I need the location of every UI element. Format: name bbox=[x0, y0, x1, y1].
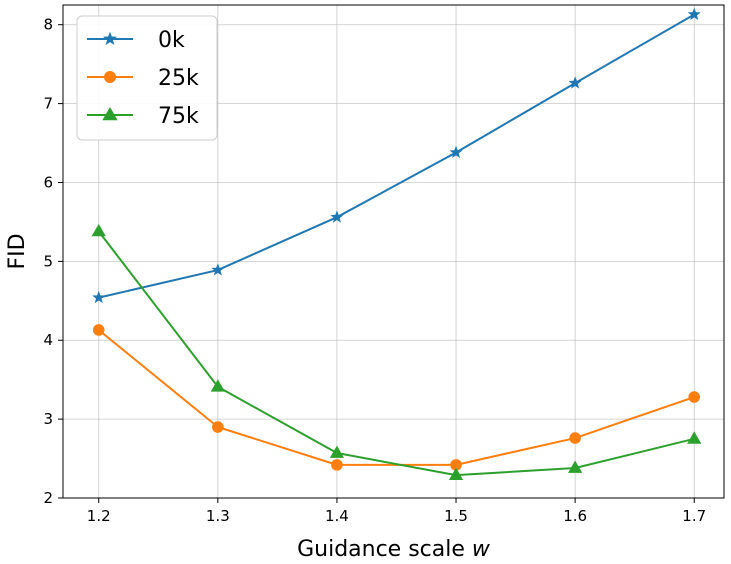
series-0k bbox=[92, 7, 701, 304]
data-point bbox=[91, 223, 106, 237]
series-75k bbox=[91, 223, 702, 480]
data-point bbox=[331, 459, 343, 471]
y-tick-label: 8 bbox=[43, 16, 53, 34]
data-point bbox=[568, 76, 582, 89]
x-tick-label: 1.7 bbox=[682, 507, 706, 525]
y-tick-label: 7 bbox=[43, 95, 53, 113]
x-tick-label: 1.5 bbox=[444, 507, 468, 525]
data-point bbox=[448, 467, 464, 480]
legend-label: 75k bbox=[158, 104, 199, 129]
series-line bbox=[97, 230, 695, 477]
legend-item-75k: 75k bbox=[87, 104, 199, 129]
legend-item-0k: 0k bbox=[87, 28, 185, 53]
plot-frame bbox=[62, 4, 725, 499]
x-axis-variable: w bbox=[472, 537, 491, 562]
legend-item-25k: 25k bbox=[87, 66, 199, 91]
data-point bbox=[329, 445, 345, 458]
legend-marker bbox=[103, 31, 117, 45]
data-point bbox=[92, 290, 106, 304]
series-layer bbox=[91, 7, 702, 480]
series-25k bbox=[92, 324, 701, 471]
data-point bbox=[450, 459, 462, 471]
y-tick-label: 3 bbox=[43, 410, 53, 428]
y-tick-label: 5 bbox=[43, 252, 53, 270]
legend-label: 25k bbox=[158, 66, 199, 91]
data-point bbox=[568, 460, 583, 473]
legend-marker bbox=[102, 106, 118, 121]
y-tick-label: 2 bbox=[43, 489, 53, 507]
series-line bbox=[98, 13, 695, 299]
data-point bbox=[211, 263, 225, 276]
x-tick-label: 1.3 bbox=[206, 507, 230, 525]
legend-box bbox=[76, 15, 218, 141]
legend: 0k 25k 75k bbox=[76, 15, 218, 141]
data-point bbox=[212, 421, 224, 433]
x-tick-label: 1.6 bbox=[563, 507, 587, 525]
axis-ticks: 1.2 1.3 1.4 1.5 1.6 1.7 2 3 4 5 6 7 8 bbox=[43, 16, 706, 525]
data-point bbox=[688, 391, 701, 403]
x-tick-label: 1.2 bbox=[87, 507, 111, 525]
data-point bbox=[92, 324, 105, 336]
data-point bbox=[449, 145, 463, 159]
data-point bbox=[210, 379, 225, 392]
data-point bbox=[687, 431, 702, 444]
y-tick-label: 6 bbox=[43, 173, 53, 191]
legend-label: 0k bbox=[158, 28, 185, 53]
legend-marker bbox=[104, 71, 116, 83]
y-axis-label: FID bbox=[5, 233, 30, 269]
data-point bbox=[330, 210, 344, 223]
x-axis-label: Guidance scale w bbox=[297, 537, 491, 562]
x-tick-label: 1.4 bbox=[325, 507, 349, 525]
data-point bbox=[687, 7, 701, 20]
series-line bbox=[98, 329, 695, 466]
y-tick-label: 4 bbox=[43, 331, 53, 349]
data-point bbox=[569, 432, 581, 444]
